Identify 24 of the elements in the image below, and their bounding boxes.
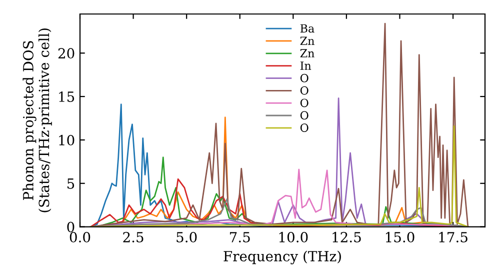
legend-label: Ba <box>300 24 314 33</box>
legend-label: Zn <box>300 49 314 58</box>
x-tick-label: 12.5 <box>332 232 361 242</box>
legend-label: O <box>300 86 308 95</box>
y-axis-title: Phonon projected DOS (States/THz·primitive cell) <box>22 28 52 212</box>
x-tick-label: 5.0 <box>176 232 197 242</box>
y-tick-label: 20 <box>58 48 74 59</box>
x-tick-label: 0.0 <box>70 232 90 242</box>
legend-label: In <box>300 62 312 70</box>
legend-label: O <box>300 98 308 108</box>
y-tick-label: 0 <box>67 222 74 232</box>
y-tick-label: 10 <box>59 134 74 146</box>
x-tick-label: 7.5 <box>230 232 250 242</box>
y-tick-label: 5 <box>67 178 74 189</box>
x-axis-title: Frequency (THz) <box>224 250 341 264</box>
legend-label: Zn <box>300 36 314 45</box>
legend-label: O <box>300 124 308 132</box>
legend-label: O <box>300 74 308 82</box>
legend-label: O <box>300 111 308 120</box>
y-tick-label: 15 <box>59 91 74 102</box>
x-tick-label: 15.0 <box>386 232 414 242</box>
x-tick-label: 2.5 <box>123 232 144 242</box>
x-tick-label: 17.5 <box>439 232 468 242</box>
x-tick-label: 10.0 <box>279 232 308 242</box>
